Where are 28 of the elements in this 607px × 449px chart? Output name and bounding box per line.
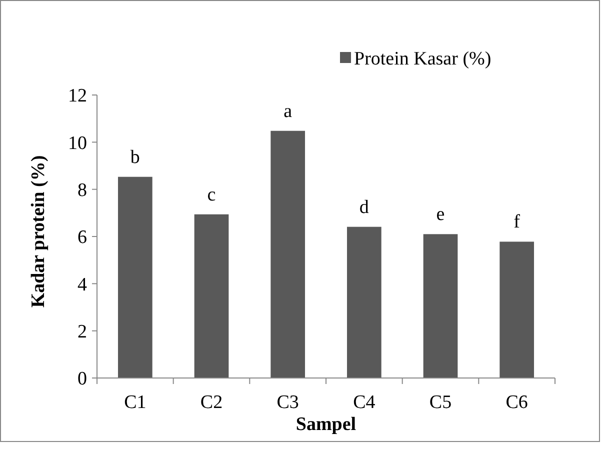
annotation: a [284,100,293,122]
bar [346,226,382,378]
bar [194,214,229,378]
annotation: b [130,146,140,168]
annotation: e [436,204,445,226]
y-tick-label: 0 [78,368,87,390]
bar [270,130,306,378]
annotation: d [359,196,370,218]
bar [500,242,534,378]
annotation: f [514,212,521,233]
bar [118,176,152,378]
legend-label: Protein Kasar (%) [354,48,492,70]
x-tick-label: C3 [276,392,299,413]
bar [423,234,458,378]
x-axis-title: Sampel [296,414,356,435]
y-axis-title: Kadar protein (%) [28,155,49,308]
y-tick-label: 4 [78,274,88,296]
annotation: c [207,184,216,206]
y-tick-label: 8 [78,180,87,201]
x-tick-label: C2 [200,392,223,413]
y-tick-label: 2 [78,321,87,342]
y-tick-label: 6 [78,227,87,248]
x-tick-label: C6 [506,392,528,413]
x-tick-label: C4 [353,392,376,413]
x-tick-label: C5 [429,392,452,413]
y-tick-label: 10 [68,132,87,154]
y-tick-label: 12 [68,86,87,107]
x-tick-label: C1 [124,392,146,413]
